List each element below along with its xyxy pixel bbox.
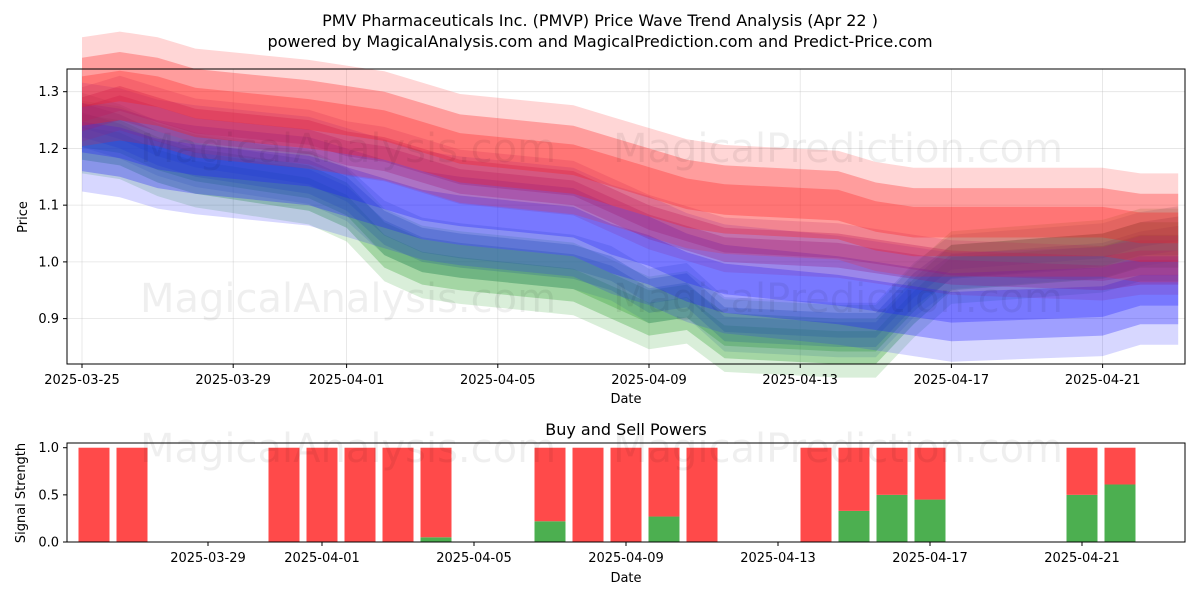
- sell-bar: [648, 447, 680, 517]
- figure-subtitle: powered by MagicalAnalysis.com and Magic…: [267, 32, 932, 51]
- sell-bar: [876, 447, 908, 495]
- buy-bar: [1104, 484, 1136, 542]
- power-x-tick-label: 2025-04-13: [740, 551, 816, 566]
- watermark-analysis-top: MagicalAnalysis.com: [140, 126, 556, 172]
- sell-bar: [800, 447, 832, 542]
- wave-band-blue-wave-1: [82, 103, 1179, 342]
- power-y-tick-label: 0.5: [38, 488, 59, 503]
- price-x-tick-label: 2025-04-17: [914, 373, 990, 388]
- buy-bar: [420, 537, 452, 542]
- buy-bar: [534, 521, 566, 542]
- sell-bar: [914, 447, 946, 500]
- watermark-prediction-bottom: MagicalPrediction.com: [613, 426, 1063, 472]
- price-wave-bands: [82, 31, 1179, 378]
- sell-bar: [382, 447, 414, 542]
- watermark-analysis-mid: MagicalAnalysis.com: [140, 276, 556, 322]
- wave-band-teal-wave-0: [82, 92, 1179, 358]
- sell-bar: [1104, 447, 1136, 485]
- wave-band-red-wave-2: [82, 70, 1179, 244]
- wave-band-teal-wave-1: [82, 103, 1179, 347]
- power-x-tick-label: 2025-04-17: [892, 551, 968, 566]
- power-x-ticks: 2025-03-29 2025-04-01 2025-04-05 2025-04-09…: [170, 542, 1120, 566]
- sell-bar: [686, 447, 718, 542]
- sell-bar: [572, 447, 604, 542]
- price-x-tick-label: 2025-04-05: [460, 373, 536, 388]
- wave-band-red-wave-0: [82, 31, 1179, 283]
- power-y-label: Signal Strength: [14, 443, 29, 543]
- sell-bar: [420, 447, 452, 538]
- wave-band-blue-wave-2: [82, 121, 1179, 323]
- sell-bar: [78, 447, 110, 542]
- price-plot-area: [67, 69, 1185, 364]
- power-x-tick-label: 2025-04-09: [588, 551, 664, 566]
- figure-title: PMV Pharmaceuticals Inc. (PMVP) Price Wa…: [322, 11, 878, 30]
- power-x-label: Date: [610, 571, 641, 586]
- watermark-prediction-mid: MagicalPrediction.com: [613, 276, 1063, 322]
- wave-band-green-wave-1: [82, 114, 1179, 365]
- sell-bar: [838, 447, 870, 511]
- power-chart-title: Buy and Sell Powers: [545, 420, 707, 439]
- power-y-ticks: 0.0 0.5 1.0: [38, 441, 67, 551]
- price-y-tick-label: 0.9: [38, 312, 59, 327]
- watermark-prediction-top: MagicalPrediction.com: [613, 126, 1063, 172]
- price-x-tick-label: 2025-04-21: [1065, 373, 1141, 388]
- sell-bar: [268, 447, 300, 542]
- price-y-label: Price: [16, 201, 31, 233]
- power-x-tick-label: 2025-04-21: [1044, 551, 1120, 566]
- price-x-tick-label: 2025-04-09: [611, 373, 687, 388]
- sell-bar: [344, 447, 376, 542]
- price-x-ticks: 2025-03-25 2025-03-29 2025-04-01 2025-04-05…: [44, 364, 1140, 388]
- power-y-tick-label: 0.0: [38, 536, 59, 551]
- sell-bar: [1066, 447, 1098, 495]
- wave-band-green-wave-0: [82, 100, 1179, 378]
- price-y-tick-label: 1.2: [38, 142, 59, 157]
- power-bars: [78, 447, 1136, 542]
- wave-band-purple-wave-1: [82, 86, 1179, 291]
- wave-band-purple-wave-0: [82, 75, 1179, 301]
- power-y-tick-label: 1.0: [38, 441, 59, 456]
- sell-bar: [610, 447, 642, 542]
- price-x-tick-label: 2025-04-13: [762, 373, 838, 388]
- sell-bar: [306, 447, 338, 542]
- price-y-ticks: 0.9 1.0 1.1 1.2 1.3: [38, 85, 67, 327]
- price-plot-frame: [66, 68, 1186, 365]
- wave-band-red-wave-1: [82, 52, 1179, 262]
- price-grid: [67, 69, 1185, 364]
- price-x-tick-label: 2025-03-25: [44, 373, 120, 388]
- buy-bar: [876, 494, 908, 542]
- power-x-tick-label: 2025-04-01: [284, 551, 360, 566]
- wave-band-blue-wave-0: [82, 82, 1179, 362]
- power-x-tick-label: 2025-04-05: [436, 551, 512, 566]
- power-chart: Buy and Sell Powers MagicalAnalysis.com …: [14, 420, 1186, 586]
- sell-bar: [116, 447, 148, 542]
- price-y-tick-label: 1.1: [38, 199, 59, 214]
- buy-bar: [1066, 494, 1098, 542]
- buy-bar: [648, 516, 680, 542]
- price-x-tick-label: 2025-03-29: [195, 373, 271, 388]
- sell-bar: [534, 447, 566, 522]
- price-y-tick-label: 1.3: [38, 85, 59, 100]
- price-x-tick-label: 2025-04-01: [309, 373, 385, 388]
- wave-band-green-wave-2: [82, 126, 1179, 352]
- buy-bar: [914, 499, 946, 542]
- buy-bar: [838, 510, 870, 542]
- price-y-tick-label: 1.0: [38, 255, 59, 270]
- price-chart: MagicalAnalysis.com MagicalPrediction.co…: [16, 31, 1186, 407]
- power-x-tick-label: 2025-03-29: [170, 551, 246, 566]
- price-x-label: Date: [610, 392, 641, 407]
- watermark-analysis-bottom: MagicalAnalysis.com: [140, 426, 556, 472]
